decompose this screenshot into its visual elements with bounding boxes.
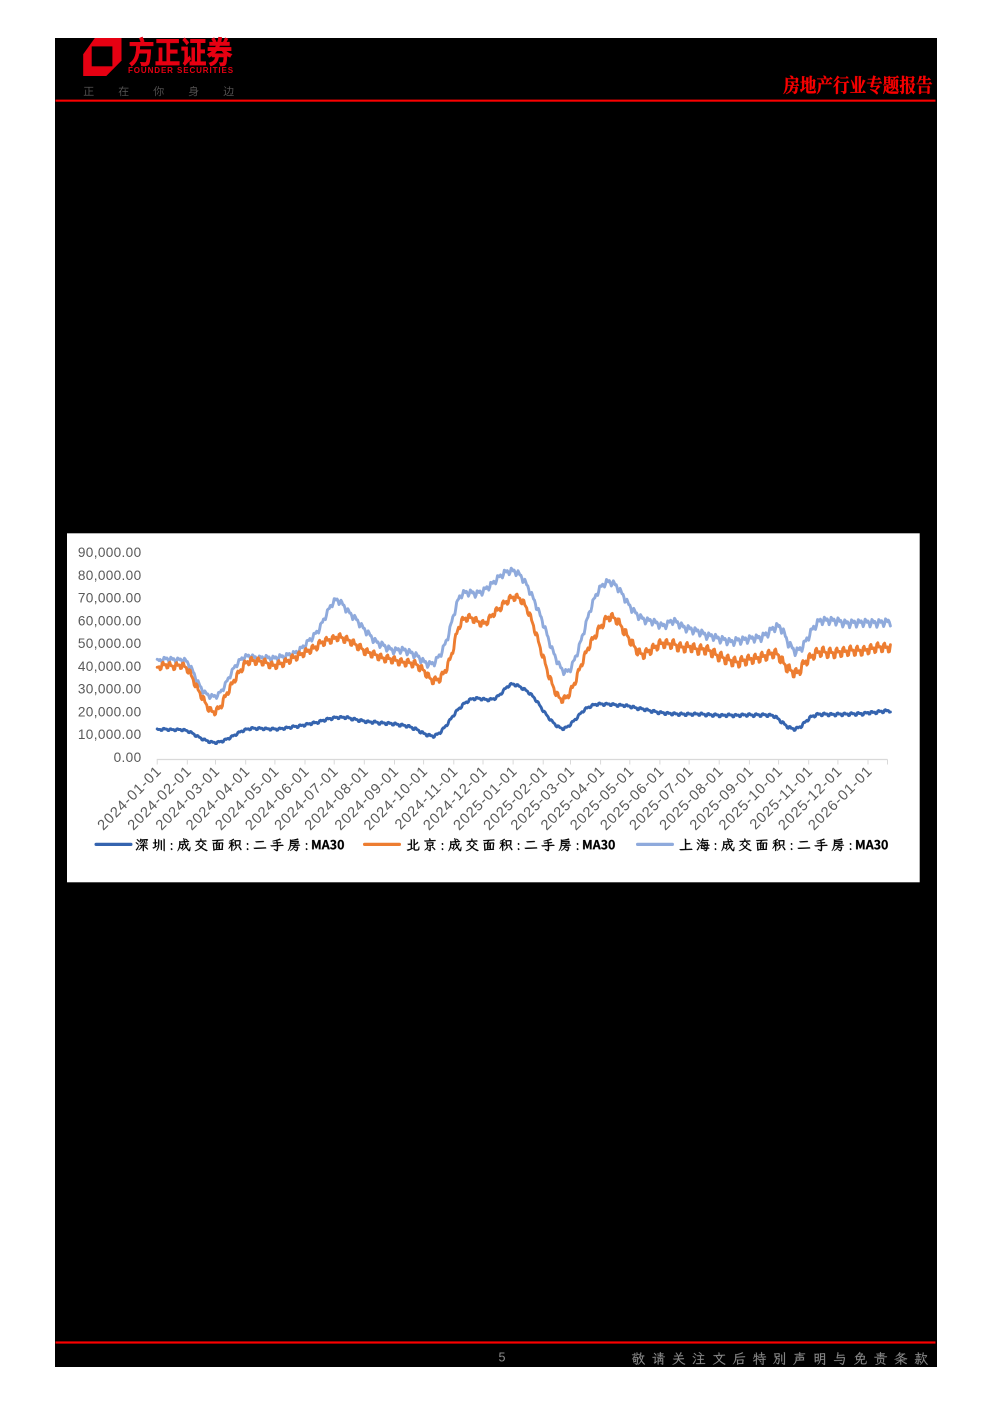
svg-text:70,000.00: 70,000.00 — [78, 591, 142, 606]
svg-text:80,000.00: 80,000.00 — [78, 568, 142, 583]
svg-text:50,000.00: 50,000.00 — [78, 636, 142, 651]
svg-text:30,000.00: 30,000.00 — [78, 682, 142, 697]
svg-text:90,000.00: 90,000.00 — [78, 545, 142, 560]
svg-text:60,000.00: 60,000.00 — [78, 613, 142, 628]
svg-text:40,000.00: 40,000.00 — [78, 659, 142, 674]
svg-text:0.00: 0.00 — [114, 750, 142, 765]
svg-text:10,000.00: 10,000.00 — [78, 727, 142, 742]
svg-text:5: 5 — [499, 1351, 506, 1365]
svg-text:20,000.00: 20,000.00 — [78, 704, 142, 719]
